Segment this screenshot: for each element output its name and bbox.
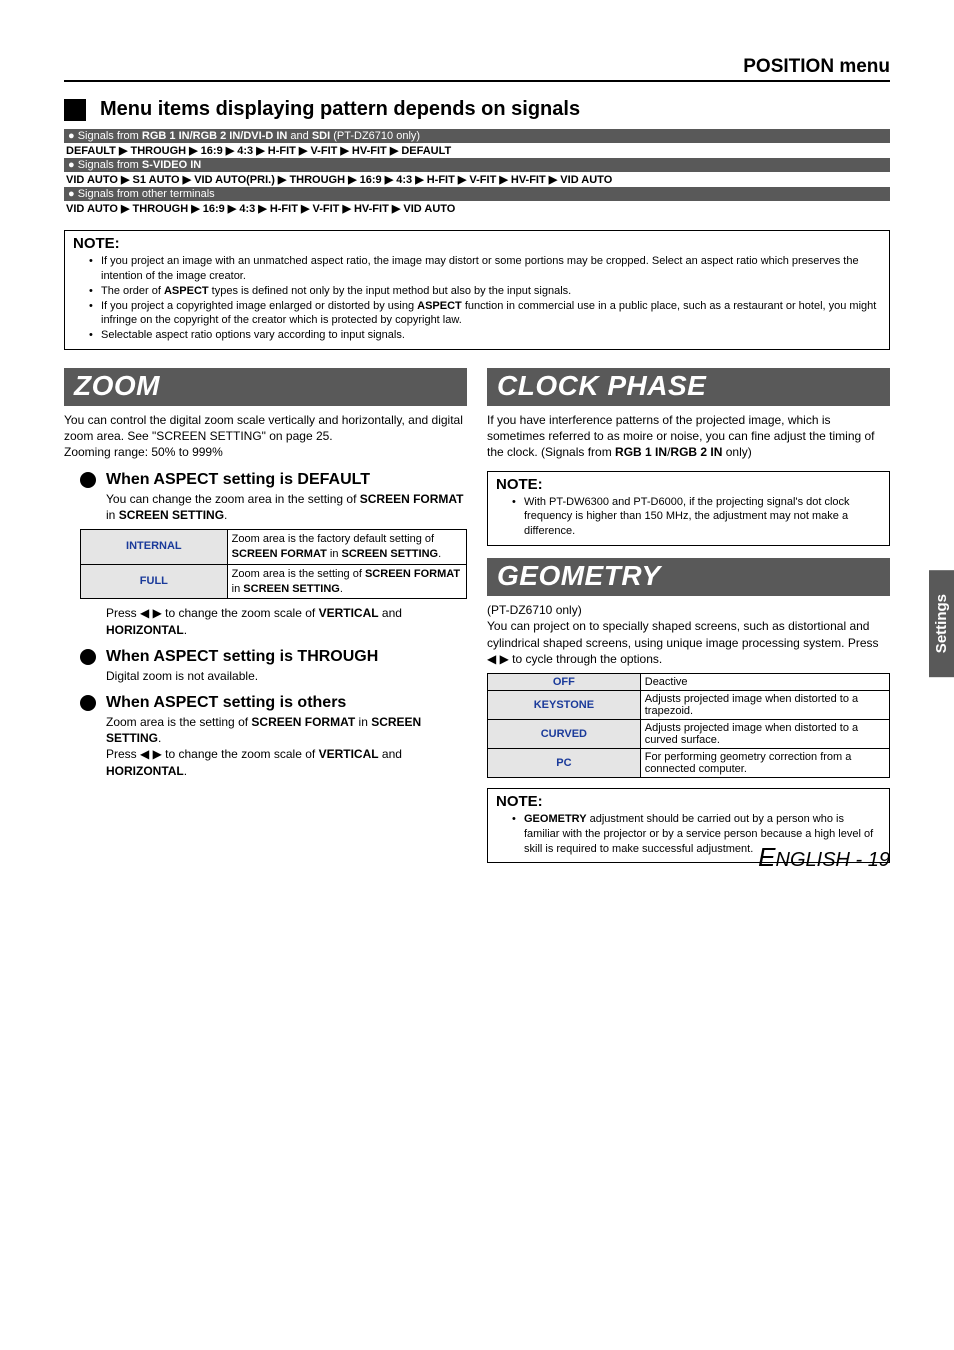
zoom-heading: ZOOM (64, 368, 467, 406)
footer-rest: NGLISH - 19 (776, 849, 890, 871)
text: Zoom area is the setting of (106, 715, 251, 729)
text-bold: RGB 2 IN (670, 445, 722, 459)
table-row: FULLZoom area is the setting of SCREEN F… (81, 564, 467, 599)
zoom-sub3: When ASPECT setting is others (64, 694, 467, 712)
table-key: PC (488, 748, 641, 777)
clock-heading: CLOCK PHASE (487, 368, 890, 406)
flow-line-1: DEFAULT ▶ THROUGH ▶ 16:9 ▶ 4:3 ▶ H-FIT ▶… (64, 143, 890, 158)
text: Press ◀ ▶ to change the zoom scale of (106, 606, 319, 620)
zoom-table: INTERNALZoom area is the factory default… (80, 529, 467, 599)
text-bold: S-VIDEO IN (142, 159, 201, 171)
left-column: ZOOM You can control the digital zoom sc… (64, 356, 467, 863)
zoom-sub1-body: You can change the zoom area in the sett… (106, 491, 467, 523)
table-value: Zoom area is the setting of SCREEN FORMA… (227, 564, 466, 599)
circle-bullet-icon (80, 472, 96, 488)
signal-source-row-3: Signals from other terminals (64, 187, 890, 201)
zoom-sub3-body: Zoom area is the setting of SCREEN FORMA… (106, 714, 467, 779)
flow-line-2: VID AUTO ▶ S1 AUTO ▶ VID AUTO(PRI.) ▶ TH… (64, 172, 890, 187)
footer-e: E (758, 842, 775, 872)
table-row: OFFDeactive (488, 673, 890, 690)
table-key: FULL (81, 564, 228, 599)
table-value: Adjusts projected image when distorted t… (640, 690, 889, 719)
text: and (287, 130, 311, 142)
section-heading: Menu items displaying pattern depends on… (64, 98, 890, 121)
table-row: INTERNALZoom area is the factory default… (81, 530, 467, 565)
text: . (224, 508, 227, 522)
text: and (379, 606, 402, 620)
geometry-sub: (PT-DZ6710 only) (487, 602, 890, 618)
text-bold: SCREEN SETTING (119, 508, 224, 522)
text-bold: SCREEN FORMAT (251, 715, 355, 729)
text-bold: SDI (312, 130, 330, 142)
flow-line-3: VID AUTO ▶ THROUGH ▶ 16:9 ▶ 4:3 ▶ H-FIT … (64, 201, 890, 216)
text-bold: GEOMETRY (524, 813, 587, 825)
note-item: With PT-DW6300 and PT-D6000, if the proj… (524, 495, 881, 540)
text: in (355, 715, 371, 729)
geometry-table: OFFDeactiveKEYSTONEAdjusts projected ima… (487, 673, 890, 778)
table-key: CURVED (488, 719, 641, 748)
clock-note-box: NOTE: With PT-DW6300 and PT-D6000, if th… (487, 471, 890, 547)
text: . (158, 731, 161, 745)
square-bullet-icon (64, 99, 86, 121)
text-bold: HORIZONTAL (106, 764, 184, 778)
table-key: OFF (488, 673, 641, 690)
note-title: NOTE: (496, 793, 881, 810)
text: only) (722, 445, 751, 459)
text: and (379, 747, 402, 761)
zoom-sub1: When ASPECT setting is DEFAULT (64, 471, 467, 489)
text-bold: VERTICAL (319, 606, 379, 620)
page-footer: ENGLISH - 19 (758, 842, 890, 873)
circle-bullet-icon (80, 695, 96, 711)
text: . (184, 764, 187, 778)
geometry-heading: GEOMETRY (487, 558, 890, 596)
text: (PT-DZ6710 only) (330, 130, 420, 142)
note-item: If you project an image with an unmatche… (101, 254, 881, 284)
note-box-1: NOTE: If you project an image with an un… (64, 230, 890, 350)
table-key: INTERNAL (81, 530, 228, 565)
table-value: For performing geometry correction from … (640, 748, 889, 777)
table-value: Adjusts projected image when distorted t… (640, 719, 889, 748)
table-row: CURVEDAdjusts projected image when disto… (488, 719, 890, 748)
geometry-body: You can project on to specially shaped s… (487, 618, 890, 667)
text: in (106, 508, 119, 522)
clock-body: If you have interference patterns of the… (487, 412, 890, 461)
note-item: The order of ASPECT types is defined not… (101, 284, 881, 299)
right-column: CLOCK PHASE If you have interference pat… (487, 356, 890, 863)
note-list: If you project an image with an unmatche… (73, 254, 881, 343)
signal-source-row-2: Signals from S-VIDEO IN (64, 158, 890, 172)
zoom-sub2: When ASPECT setting is THROUGH (64, 648, 467, 666)
zoom-sub2-body: Digital zoom is not available. (106, 668, 467, 684)
note-item: If you project a copyrighted image enlar… (101, 299, 881, 329)
text: Signals from (78, 159, 142, 171)
text-bold: RGB 1 IN/RGB 2 IN/DVI-D IN (142, 130, 287, 142)
text: Press ◀ ▶ to change the zoom scale of (106, 747, 319, 761)
table-key: KEYSTONE (488, 690, 641, 719)
text: You can change the zoom area in the sett… (106, 492, 360, 506)
text: Signals from other terminals (78, 188, 215, 200)
side-tab-settings: Settings (929, 570, 954, 677)
zoom-sub1-text: When ASPECT setting is DEFAULT (106, 471, 370, 489)
note-title: NOTE: (73, 235, 881, 252)
circle-bullet-icon (80, 649, 96, 665)
zoom-sub1-after: Press ◀ ▶ to change the zoom scale of VE… (106, 605, 467, 637)
table-value: Deactive (640, 673, 889, 690)
text: . (184, 623, 187, 637)
table-row: PCFor performing geometry correction fro… (488, 748, 890, 777)
text-bold: VERTICAL (319, 747, 379, 761)
table-value: Zoom area is the factory default setting… (227, 530, 466, 565)
text-bold: HORIZONTAL (106, 623, 184, 637)
note-item: Selectable aspect ratio options vary acc… (101, 328, 881, 343)
zoom-sub2-text: When ASPECT setting is THROUGH (106, 648, 378, 666)
note-title: NOTE: (496, 476, 881, 493)
text: Signals from (78, 130, 142, 142)
text-bold: SCREEN FORMAT (360, 492, 464, 506)
note-list: With PT-DW6300 and PT-D6000, if the proj… (496, 495, 881, 540)
section-heading-text: Menu items displaying pattern depends on… (100, 98, 580, 121)
table-row: KEYSTONEAdjusts projected image when dis… (488, 690, 890, 719)
signal-source-row-1: Signals from RGB 1 IN/RGB 2 IN/DVI-D IN … (64, 129, 890, 143)
text-bold: RGB 1 IN (615, 445, 667, 459)
zoom-body: You can control the digital zoom scale v… (64, 412, 467, 461)
page-title: POSITION menu (64, 56, 890, 82)
zoom-sub3-text: When ASPECT setting is others (106, 694, 346, 712)
